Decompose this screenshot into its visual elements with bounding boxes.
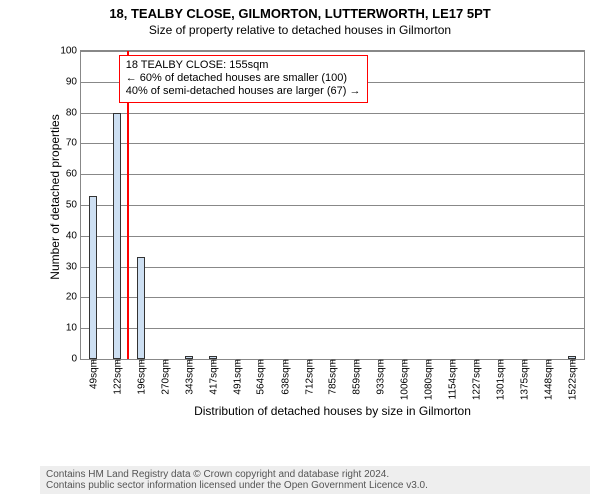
footer-attribution: Contains HM Land Registry data © Crown c… [40, 466, 590, 494]
y-tick-label: 100 [60, 46, 81, 57]
y-tick-mark [580, 359, 585, 360]
gridline [81, 113, 584, 114]
y-tick-label: 30 [66, 261, 81, 272]
gridline [81, 297, 584, 298]
x-tick-label: 1301sqm [494, 359, 507, 400]
y-tick-label: 20 [66, 292, 81, 303]
chart-area: Number of detached properties 0102030405… [40, 50, 585, 420]
x-tick-label: 1080sqm [422, 359, 435, 400]
y-tick-mark [580, 328, 585, 329]
gridline [81, 328, 584, 329]
y-tick-label: 80 [66, 107, 81, 118]
chart-container: 18, TEALBY CLOSE, GILMORTON, LUTTERWORTH… [0, 0, 600, 500]
histogram-bar [89, 196, 97, 359]
x-tick-label: 564sqm [254, 359, 267, 395]
y-tick-label: 90 [66, 76, 81, 87]
page-subtitle: Size of property relative to detached ho… [0, 21, 600, 37]
y-tick-label: 70 [66, 138, 81, 149]
x-tick-label: 933sqm [374, 359, 387, 395]
x-tick-label: 1006sqm [398, 359, 411, 400]
y-tick-mark [580, 236, 585, 237]
annotation-line-3: 40% of semi-detached houses are larger (… [126, 85, 361, 98]
x-tick-label: 270sqm [158, 359, 171, 395]
x-tick-label: 712sqm [302, 359, 315, 395]
gridline [81, 267, 584, 268]
gridline [81, 205, 584, 206]
x-tick-label: 785sqm [326, 359, 339, 395]
footer-line-1: Contains HM Land Registry data © Crown c… [46, 469, 584, 480]
x-tick-label: 1375sqm [518, 359, 531, 400]
y-tick-mark [580, 174, 585, 175]
page-title: 18, TEALBY CLOSE, GILMORTON, LUTTERWORTH… [0, 0, 600, 21]
y-tick-mark [580, 143, 585, 144]
x-tick-label: 122sqm [110, 359, 123, 395]
x-tick-label: 1522sqm [565, 359, 578, 400]
gridline [81, 174, 584, 175]
x-tick-label: 859sqm [350, 359, 363, 395]
y-tick-label: 60 [66, 169, 81, 180]
x-tick-label: 343sqm [182, 359, 195, 395]
annotation-line-1: 18 TEALBY CLOSE: 155sqm [126, 59, 361, 72]
plot-area: 010203040506070809010049sqm122sqm196sqm2… [80, 50, 585, 360]
y-tick-mark [580, 267, 585, 268]
gridline [81, 236, 584, 237]
gridline [81, 51, 584, 52]
y-tick-label: 40 [66, 230, 81, 241]
y-tick-label: 50 [66, 200, 81, 211]
x-tick-label: 196sqm [134, 359, 147, 395]
y-tick-mark [580, 51, 585, 52]
footer-line-2: Contains public sector information licen… [46, 480, 584, 491]
gridline [81, 143, 584, 144]
y-tick-label: 0 [71, 354, 81, 365]
y-tick-mark [580, 113, 585, 114]
x-axis-label: Distribution of detached houses by size … [80, 404, 585, 418]
y-tick-mark [580, 82, 585, 83]
x-tick-label: 49sqm [87, 359, 100, 389]
x-tick-label: 1227sqm [470, 359, 483, 400]
x-tick-label: 1448sqm [541, 359, 554, 400]
y-axis-label: Number of detached properties [48, 97, 62, 297]
y-tick-mark [580, 205, 585, 206]
histogram-bar [113, 113, 121, 359]
y-tick-label: 10 [66, 323, 81, 334]
histogram-bar [137, 257, 145, 359]
x-tick-label: 1154sqm [446, 359, 459, 399]
x-tick-label: 638sqm [278, 359, 291, 395]
y-tick-mark [580, 297, 585, 298]
annotation-line-2: ← 60% of detached houses are smaller (10… [126, 72, 361, 85]
x-tick-label: 417sqm [206, 359, 219, 395]
x-tick-label: 491sqm [230, 359, 243, 395]
annotation-box: 18 TEALBY CLOSE: 155sqm ← 60% of detache… [119, 55, 368, 103]
